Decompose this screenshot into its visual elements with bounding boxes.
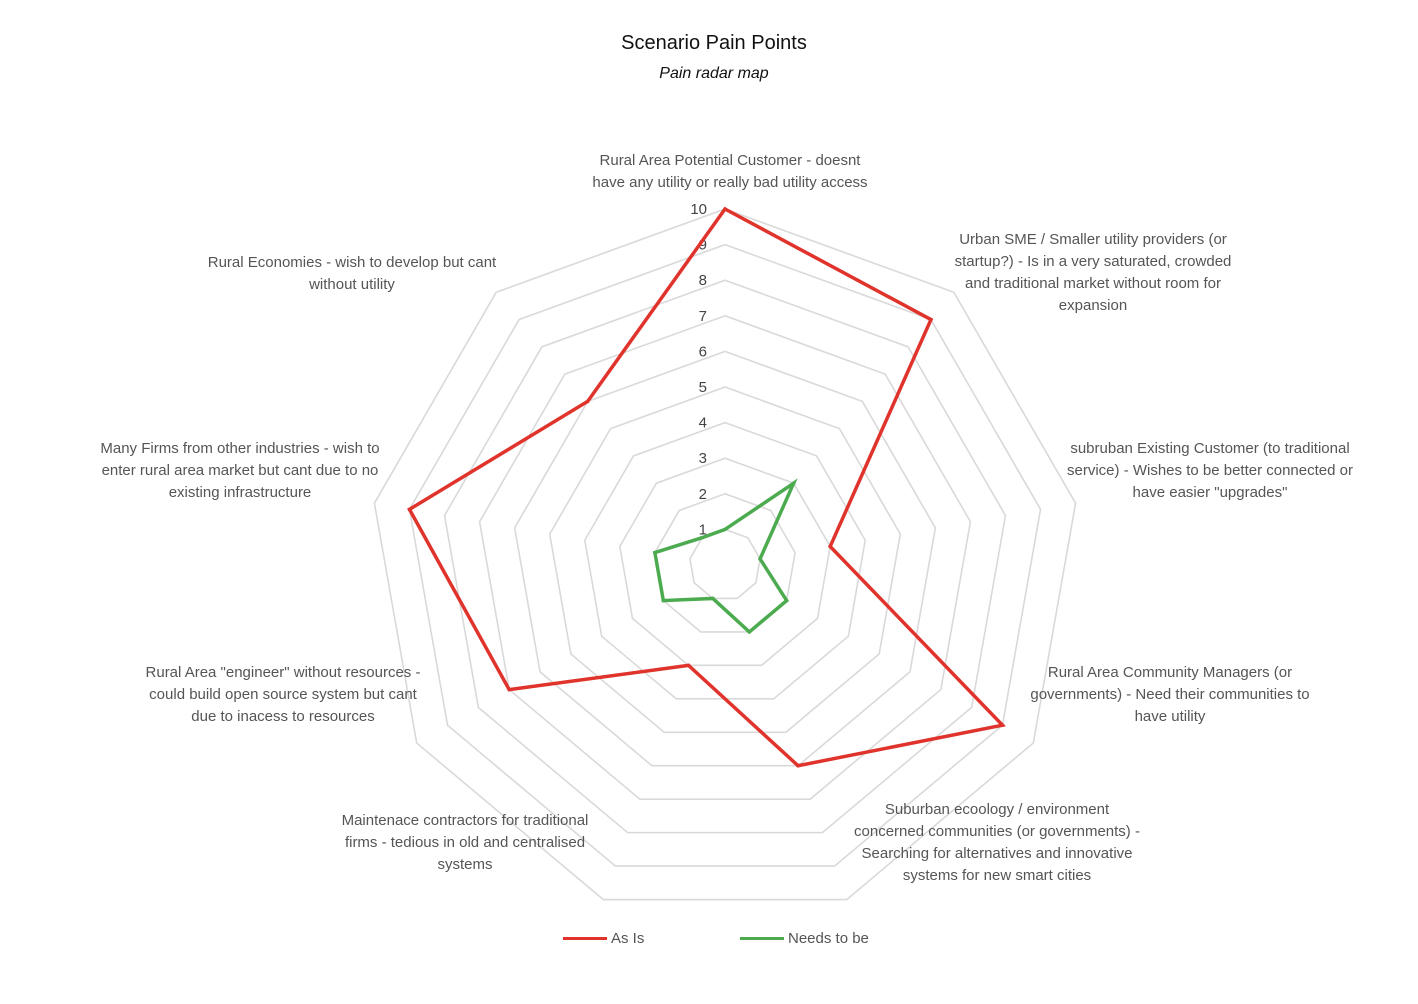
series-point-needs-to-be-8 (700, 535, 704, 540)
axis-label-line: Many Firms from other industries - wish … (100, 440, 380, 457)
legend-item-as-is: As Is (563, 930, 644, 947)
axis-label-line: subruban Existing Customer (to tradition… (1070, 440, 1350, 457)
tick-label-6: 6 (699, 343, 707, 360)
axis-label-1: Rural Area Potential Customer - doesnt ha… (550, 150, 910, 194)
grid-ring-3 (618, 457, 832, 667)
axis-label-line: without utility (309, 276, 395, 293)
axis-label-5: Suburban ecoology / environment concerned… (817, 799, 1177, 887)
tick-label-9: 9 (699, 237, 707, 254)
series-point-as-is-2 (828, 544, 832, 549)
grid-ring-6 (513, 350, 937, 767)
series-point-needs-to-be-5 (711, 596, 715, 601)
axis-label-9: Rural Economies - wish to develop but ca… (172, 252, 532, 296)
axis-label-line: governments) - Need their communities to (1030, 686, 1310, 703)
legend-label-needs-to-be: Needs to be (788, 930, 869, 947)
axis-label-line: Rural Area Community Managers (or (1047, 664, 1293, 681)
series-point-as-is-4 (796, 763, 800, 768)
series-point-needs-to-be-4 (747, 630, 752, 634)
tick-label-1: 1 (699, 521, 707, 538)
axis-label-line: Suburban ecoology / environment (884, 801, 1110, 818)
axis-label-line: service) - Wishes to be better connected… (1067, 462, 1353, 479)
series-point-needs-to-be-2 (758, 557, 762, 561)
tick-label-7: 7 (699, 308, 707, 325)
grid-ring-8 (443, 279, 1007, 834)
tick-label-3: 3 (699, 450, 707, 467)
grid-ring-1 (689, 528, 761, 600)
axis-label-line: Rural Area Potential Customer - doesnt (599, 152, 861, 169)
legend-swatch-as-is (563, 937, 607, 940)
grid-ring-2 (654, 492, 796, 633)
grid-ring-4 (583, 421, 867, 700)
series-line-as-is (407, 206, 1006, 768)
legend-item-needs-to-be: Needs to be (740, 930, 869, 947)
series-point-as-is-3 (1000, 723, 1005, 727)
axis-label-line: have utility (1134, 708, 1206, 725)
axis-label-line: expansion (1058, 297, 1128, 314)
axis-label-line: existing infrastructure (168, 484, 312, 501)
axis-label-line: Searching for alternatives and innovativ… (861, 845, 1133, 862)
axis-label-line: systems (437, 856, 493, 873)
axis-label-4: Rural Area Community Managers (or governm… (990, 662, 1350, 728)
axis-label-line: enter rural area market but cant due to … (101, 462, 379, 479)
series-point-needs-to-be-1 (791, 481, 796, 485)
axis-label-line: concerned communities (or governments) - (854, 823, 1140, 840)
series-point-as-is-5 (686, 663, 691, 668)
tick-label-2: 2 (699, 486, 707, 503)
series-line-needs-to-be (652, 478, 798, 635)
tick-label-4: 4 (699, 415, 707, 432)
axis-label-line: and traditional market without room for (965, 275, 1221, 292)
axis-label-line: have any utility or really bad utility a… (592, 174, 868, 191)
series-point-as-is-0 (723, 207, 727, 211)
grid-ring-7 (478, 314, 972, 800)
axis-label-6: Maintenace contractors for traditional fi… (285, 810, 645, 876)
series-point-as-is-7 (407, 507, 412, 512)
axis-label-line: Urban SME / Smaller utility providers (o… (959, 231, 1227, 248)
grid-ring-10 (373, 208, 1077, 901)
grid-ring-9 (408, 243, 1042, 867)
axis-label-line: due to inacess to resources (191, 708, 375, 725)
tick-label-10: 10 (690, 201, 707, 218)
axis-label-line: Rural Area "engineer" without resources … (145, 664, 421, 681)
chart-title: Scenario Pain Points (621, 32, 807, 54)
series-point-needs-to-be-3 (784, 598, 789, 603)
legend-label-as-is: As Is (611, 930, 645, 947)
chart-subtitle: Pain radar map (659, 65, 769, 82)
axis-label-line: systems for new smart cities (902, 867, 1092, 884)
tick-label-5: 5 (699, 379, 707, 396)
axis-label-8: Many Firms from other industries - wish … (60, 438, 420, 504)
series-point-needs-to-be-7 (653, 550, 657, 555)
axis-label-line: have easier "upgrades" (1132, 484, 1288, 501)
axis-label-7: Rural Area "engineer" without resources … (103, 662, 463, 728)
series-point-needs-to-be-0 (723, 527, 727, 532)
tick-label-8: 8 (699, 272, 707, 289)
axis-label-2: Urban SME / Smaller utility providers (o… (913, 229, 1273, 317)
axis-label-line: firms - tedious in old and centralised (344, 834, 586, 851)
axis-label-line: startup?) - Is in a very saturated, crow… (954, 253, 1232, 270)
axis-label-3: subruban Existing Customer (to tradition… (1030, 438, 1390, 504)
axis-label-line: could build open source system but cant (149, 686, 417, 703)
series-point-as-is-6 (507, 687, 511, 692)
series-point-as-is-8 (585, 399, 590, 404)
grid-ring-5 (548, 386, 902, 734)
axis-label-line: Maintenace contractors for traditional (341, 812, 589, 829)
series-point-as-is-1 (929, 317, 933, 322)
legend-swatch-needs-to-be (740, 937, 784, 940)
axis-label-line: Rural Economies - wish to develop but ca… (207, 254, 497, 271)
series-point-needs-to-be-6 (661, 598, 666, 603)
